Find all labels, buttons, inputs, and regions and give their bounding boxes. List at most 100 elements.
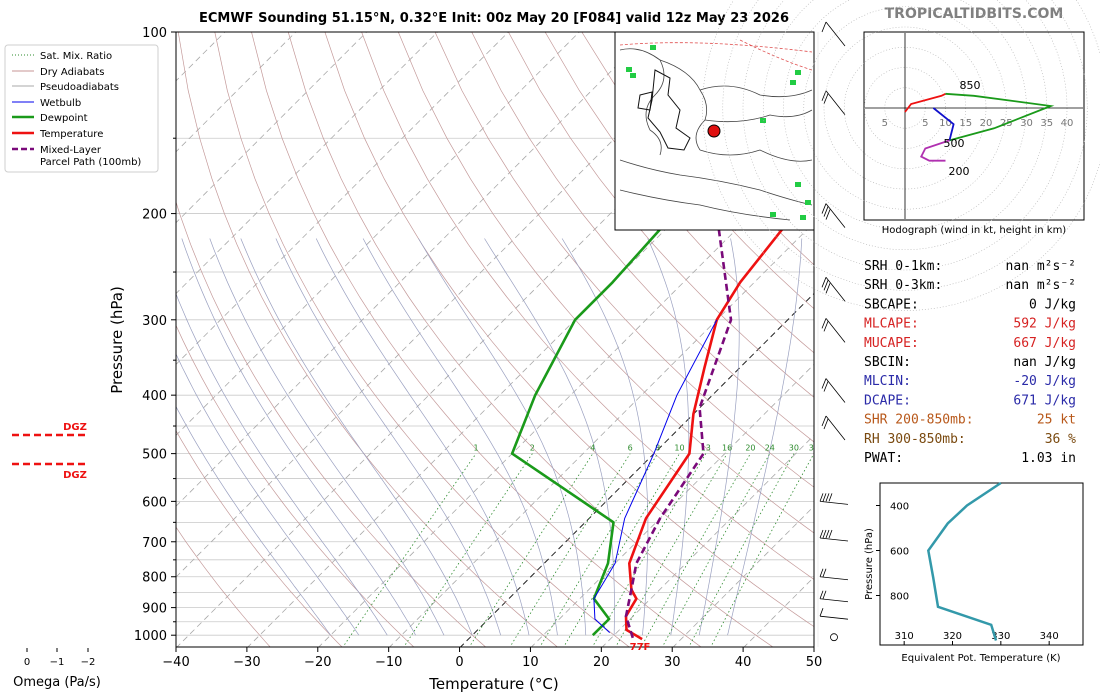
x-tick-label: 0	[455, 655, 463, 670]
theta-e-ylabel: Pressure (hPa)	[864, 528, 875, 600]
mixing-ratio-label: 10	[674, 444, 684, 453]
hodo-ring	[722, 0, 1088, 291]
index-label: MUCAPE:	[864, 336, 919, 351]
map-contour-dashed	[739, 39, 813, 71]
hodo-series-0	[904, 92, 946, 113]
hodograph-caption: Hodograph (wind in kt, height in km)	[882, 225, 1067, 236]
map-precip	[760, 118, 766, 123]
index-label: RH 300-850mb:	[864, 432, 966, 447]
isotherm-line	[176, 32, 651, 507]
pseudoadiabat	[698, 238, 740, 636]
x-tick-label: −30	[233, 655, 260, 670]
dry-adiabat	[214, 32, 630, 647]
wind-barb	[821, 21, 846, 47]
y-tick-label: 300	[142, 314, 167, 329]
dry-adiabat	[508, 32, 814, 398]
y-axis-label: Pressure (hPa)	[108, 286, 126, 394]
y-tick-label: 500	[142, 448, 167, 463]
theta-e-xlabel: Equivalent Pot. Temperature (K)	[901, 653, 1060, 664]
omega-tick-label: −1	[50, 657, 65, 668]
legend-label-1: Dry Adiabats	[40, 67, 104, 78]
wind-barb	[819, 608, 849, 620]
map-precip	[790, 80, 796, 85]
wind-barb	[821, 318, 846, 343]
legend-label-6: Mixed-Layer	[40, 145, 102, 156]
inset-map	[614, 31, 815, 231]
dry-adiabat	[361, 32, 814, 580]
indices-table: SRH 0-1km: nan m²s⁻² SRH 0-3km: nan m²s⁻² SB…	[864, 259, 1076, 466]
isotherm-line	[601, 434, 814, 647]
map-precip	[795, 70, 801, 75]
dry-adiabat	[544, 32, 814, 354]
x-tick-label: 20	[593, 655, 610, 670]
dry-adiabat	[434, 32, 814, 488]
y-tick-label: 1000	[134, 629, 167, 644]
hodo-tick-label: 30	[1020, 118, 1033, 129]
mixing-ratio-label: 36	[809, 444, 819, 453]
hodo-tick-label: 40	[1061, 118, 1074, 129]
map-precip	[805, 200, 811, 205]
pseudoadiabat	[362, 238, 558, 636]
index-label: SBCIN:	[864, 355, 911, 370]
mixing-ratio-line	[688, 453, 795, 647]
theta-e-panel: 310 320 330 340 400 600 800 Equivalent Pot. Te…	[864, 481, 1084, 664]
isotherm-line	[176, 32, 580, 436]
wind-barb	[819, 568, 849, 581]
isotherm-line	[176, 32, 367, 224]
isotherm-line	[176, 32, 297, 153]
index-value: 671 J/kg	[1013, 393, 1076, 408]
hodo-tick-label: 15	[959, 118, 972, 129]
mixing-ratio-label: 6	[628, 444, 633, 453]
hodo-tick-label: 20	[980, 118, 993, 129]
omega-tick-label: 0	[24, 657, 30, 668]
thetae-x-tick-label: 330	[991, 631, 1010, 642]
isotherm-line	[530, 363, 814, 647]
thetae-x-tick-label: 320	[943, 631, 962, 642]
wind-barb	[821, 90, 846, 115]
mixing-ratio-label: 20	[745, 444, 755, 453]
legend-label2-6: Parcel Path (100mb)	[40, 157, 141, 168]
legend-label-2: Pseudoadiabats	[40, 82, 119, 93]
map-contour	[699, 149, 813, 162]
wind-barb	[821, 277, 846, 302]
hodo-height-label: 500	[944, 137, 965, 150]
hodo-tick-label: 10	[939, 118, 952, 129]
index-value: 1.03 in	[1021, 451, 1076, 466]
x-tick-label: −40	[162, 655, 189, 670]
thetae-y-tick-label: 400	[890, 502, 909, 513]
y-tick-label: 200	[142, 208, 167, 223]
mixing-ratio-label: 30	[789, 444, 799, 453]
pseudoadiabat	[176, 293, 388, 636]
map-coastline	[637, 91, 653, 111]
pseudoadiabat	[176, 353, 360, 636]
pseudoadiabat	[647, 238, 690, 636]
index-value: 25 kt	[1037, 413, 1076, 428]
index-value: nan m²s⁻²	[1006, 278, 1076, 293]
index-label: SRH 0-3km:	[864, 278, 942, 293]
legend-label-5: Temperature	[39, 129, 103, 140]
mixing-ratio-label: 13	[701, 444, 711, 453]
index-value: 667 J/kg	[1013, 336, 1076, 351]
mixing-ratio-line	[342, 453, 477, 647]
isotherm-line	[176, 32, 509, 365]
mixing-ratio-line	[539, 453, 658, 647]
x-tick-label: −20	[304, 655, 331, 670]
mixing-ratio-line	[468, 453, 594, 647]
omega-label: Omega (Pa/s)	[13, 675, 101, 690]
map-contour	[704, 109, 813, 123]
index-value: 36 %	[1045, 432, 1076, 447]
index-label: SHR 200-850mb:	[864, 413, 974, 428]
mixing-ratio-label: 4	[590, 444, 595, 453]
index-label: MLCAPE:	[864, 317, 919, 332]
mixing-ratio-label: 8	[655, 444, 660, 453]
y-tick-label: 800	[142, 571, 167, 586]
calm-wind-circle	[830, 633, 838, 642]
map-contour	[699, 85, 813, 98]
pseudoadiabat	[240, 238, 473, 636]
map-coastline	[647, 69, 691, 151]
index-label: PWAT:	[864, 451, 903, 466]
dry-adiabat	[397, 32, 814, 534]
skewt-panel: 1 2 4 6 8 10 13 16 20 24 30 36 −40 −30 −20 −10 0 10 20 30 4…	[108, 26, 822, 693]
wind-barb	[821, 203, 846, 228]
